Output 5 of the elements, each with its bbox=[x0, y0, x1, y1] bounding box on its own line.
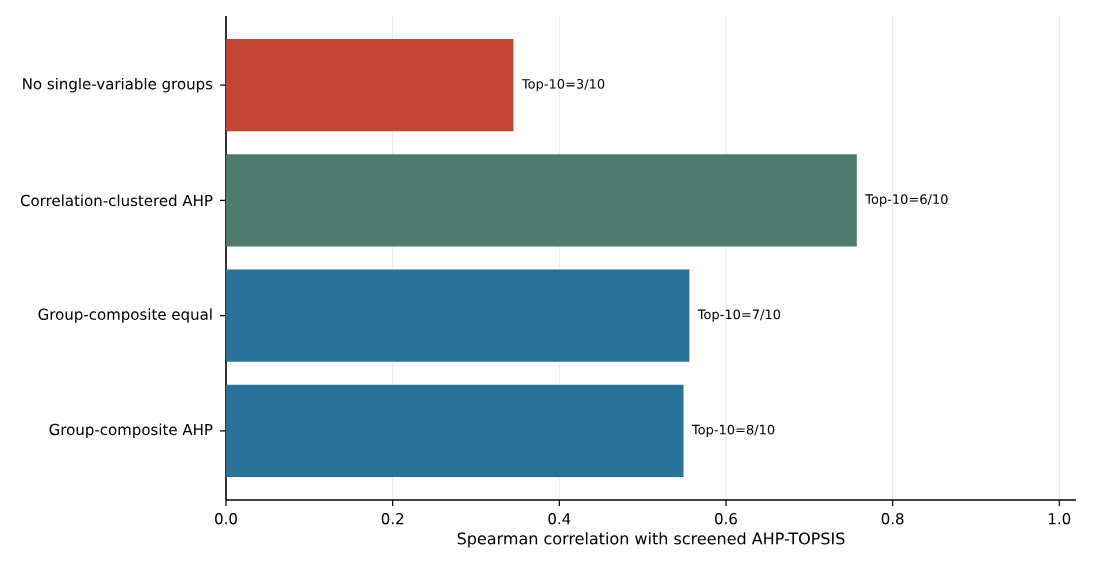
x-axis-title: Spearman correlation with screened AHP-TOPSIS bbox=[457, 532, 845, 548]
bar bbox=[226, 384, 684, 477]
bar bbox=[226, 154, 857, 247]
bar bbox=[226, 269, 690, 362]
bar bbox=[226, 39, 514, 132]
